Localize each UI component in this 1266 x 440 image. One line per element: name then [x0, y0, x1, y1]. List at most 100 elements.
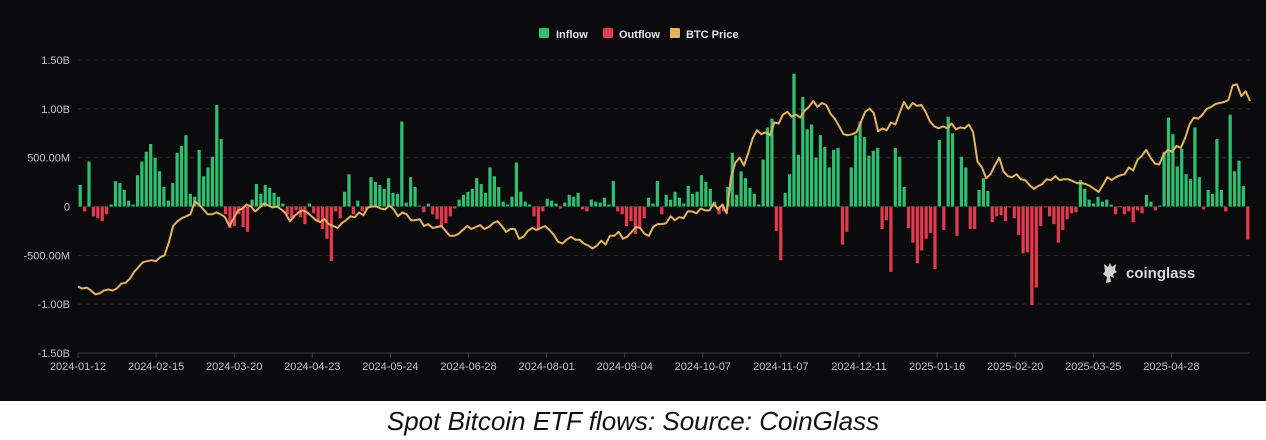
inflow-bar[interactable]	[162, 186, 166, 207]
outflow-bar[interactable]	[585, 206, 589, 212]
outflow-bar[interactable]	[774, 206, 778, 231]
inflow-bar[interactable]	[1193, 127, 1197, 207]
outflow-bar[interactable]	[1021, 206, 1025, 254]
outflow-bar[interactable]	[779, 206, 783, 261]
inflow-bar[interactable]	[950, 133, 955, 207]
inflow-bar[interactable]	[109, 204, 113, 207]
inflow-bar[interactable]	[475, 178, 479, 207]
inflow-bar[interactable]	[259, 193, 263, 207]
inflow-bar[interactable]	[118, 183, 122, 207]
outflow-bar[interactable]	[1074, 206, 1078, 213]
inflow-bar[interactable]	[743, 178, 748, 207]
inflow-bar[interactable]	[492, 176, 496, 207]
outflow-bar[interactable]	[228, 206, 232, 228]
outflow-bar[interactable]	[360, 206, 364, 212]
inflow-bar[interactable]	[149, 143, 153, 207]
inflow-bar[interactable]	[792, 73, 796, 207]
inflow-bar[interactable]	[470, 188, 474, 207]
outflow-bar[interactable]	[316, 206, 320, 222]
inflow-bar[interactable]	[219, 139, 223, 207]
outflow-bar[interactable]	[294, 206, 298, 211]
inflow-bar[interactable]	[1180, 148, 1184, 207]
inflow-bar[interactable]	[1105, 199, 1109, 207]
outflow-bar[interactable]	[889, 206, 893, 272]
outflow-bar[interactable]	[1131, 206, 1135, 223]
inflow-bar[interactable]	[1087, 199, 1091, 207]
outflow-bar[interactable]	[320, 206, 325, 229]
inflow-bar[interactable]	[122, 189, 126, 207]
outflow-bar[interactable]	[1008, 206, 1012, 208]
outflow-bar[interactable]	[620, 206, 624, 215]
inflow-bar[interactable]	[986, 190, 990, 207]
inflow-bar[interactable]	[708, 188, 712, 207]
inflow-bar[interactable]	[651, 203, 655, 207]
inflow-bar[interactable]	[801, 97, 805, 207]
inflow-bar[interactable]	[400, 121, 404, 207]
outflow-bar[interactable]	[633, 206, 637, 234]
inflow-bar[interactable]	[765, 127, 770, 207]
outflow-bar[interactable]	[541, 206, 545, 212]
outflow-bar[interactable]	[1153, 206, 1157, 211]
inflow-bar[interactable]	[735, 194, 739, 207]
inflow-bar[interactable]	[179, 145, 184, 207]
inflow-bar[interactable]	[814, 157, 818, 207]
outflow-bar[interactable]	[638, 206, 642, 228]
inflow-bar[interactable]	[1175, 166, 1179, 207]
inflow-bar[interactable]	[276, 196, 281, 207]
inflow-bar[interactable]	[1158, 205, 1162, 207]
inflow-bar[interactable]	[695, 191, 699, 207]
outflow-bar[interactable]	[536, 206, 541, 229]
inflow-bar[interactable]	[153, 157, 157, 207]
inflow-bar[interactable]	[1184, 174, 1188, 207]
inflow-bar[interactable]	[959, 156, 964, 207]
inflow-bar[interactable]	[1078, 180, 1082, 207]
inflow-bar[interactable]	[563, 202, 567, 207]
inflow-bar[interactable]	[131, 204, 135, 207]
outflow-bar[interactable]	[1246, 206, 1250, 240]
inflow-bar[interactable]	[1210, 193, 1215, 207]
outflow-bar[interactable]	[285, 206, 289, 215]
inflow-bar[interactable]	[210, 156, 214, 207]
inflow-bar[interactable]	[1144, 194, 1149, 207]
outflow-bar[interactable]	[334, 206, 338, 212]
inflow-bar[interactable]	[704, 182, 708, 207]
outflow-bar[interactable]	[1069, 206, 1074, 214]
outflow-bar[interactable]	[439, 206, 444, 227]
inflow-bar[interactable]	[867, 155, 871, 207]
inflow-bar[interactable]	[594, 201, 598, 207]
outflow-bar[interactable]	[1056, 206, 1060, 243]
inflow-bar[interactable]	[409, 177, 413, 207]
inflow-bar[interactable]	[347, 174, 351, 207]
inflow-bar[interactable]	[602, 197, 607, 207]
legend-inflow-label[interactable]: Inflow	[556, 29, 588, 41]
outflow-bar[interactable]	[1047, 206, 1052, 217]
outflow-bar[interactable]	[1224, 206, 1228, 212]
outflow-bar[interactable]	[431, 206, 435, 215]
inflow-bar[interactable]	[854, 135, 858, 207]
outflow-bar[interactable]	[580, 206, 585, 210]
inflow-bar[interactable]	[1237, 160, 1241, 207]
inflow-bar[interactable]	[483, 192, 488, 207]
inflow-bar[interactable]	[127, 200, 131, 207]
inflow-bar[interactable]	[691, 193, 695, 207]
inflow-bar[interactable]	[567, 194, 571, 207]
inflow-bar[interactable]	[545, 198, 549, 207]
inflow-bar[interactable]	[977, 189, 981, 207]
inflow-bar[interactable]	[1083, 188, 1087, 207]
outflow-bar[interactable]	[1065, 206, 1069, 220]
inflow-bar[interactable]	[761, 159, 765, 207]
outflow-bar[interactable]	[660, 206, 664, 215]
inflow-bar[interactable]	[166, 200, 170, 207]
outflow-bar[interactable]	[990, 206, 994, 223]
inflow-bar[interactable]	[699, 175, 704, 207]
inflow-bar[interactable]	[206, 167, 210, 207]
inflow-bar[interactable]	[937, 140, 941, 207]
inflow-bar[interactable]	[1166, 117, 1171, 207]
legend-btc-price-swatch[interactable]	[670, 28, 680, 38]
outflow-bar[interactable]	[906, 206, 911, 228]
outflow-bar[interactable]	[1025, 206, 1030, 253]
inflow-bar[interactable]	[832, 149, 836, 207]
outflow-bar[interactable]	[1017, 206, 1021, 235]
inflow-bar[interactable]	[1096, 196, 1100, 207]
inflow-bar[interactable]	[519, 191, 523, 207]
